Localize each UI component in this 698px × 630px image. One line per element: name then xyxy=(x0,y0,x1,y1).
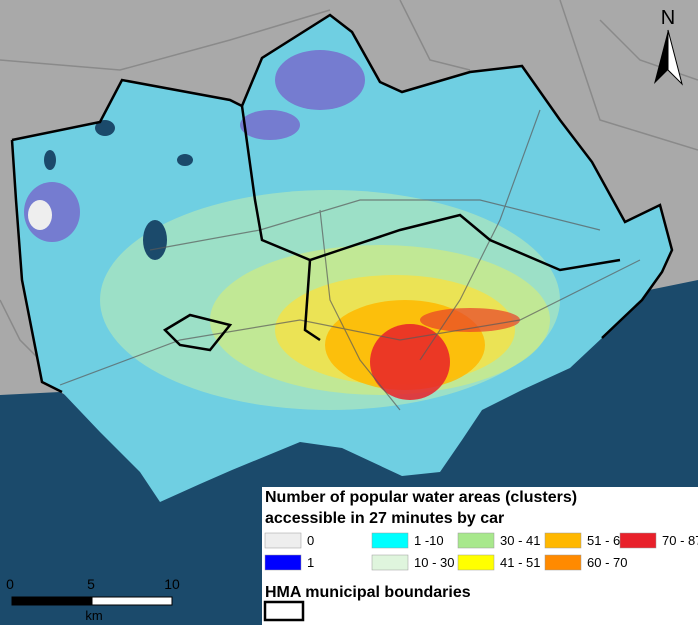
municipal-boundaries xyxy=(10,13,674,394)
legend-swatch xyxy=(457,554,495,571)
legend-swatch xyxy=(264,554,302,571)
zone xyxy=(370,324,450,400)
legend-label: 1 xyxy=(307,555,314,570)
legend-label: 1 -10 xyxy=(414,533,444,548)
zone xyxy=(420,308,520,332)
legend-label: 10 - 30 xyxy=(414,555,454,570)
legend-label: 51 - 60 xyxy=(587,533,627,548)
legend-swatch xyxy=(264,532,302,549)
legend-title: accessible in 27 minutes by car xyxy=(265,510,504,527)
scale-label: 5 xyxy=(87,576,95,592)
lakes xyxy=(44,120,193,260)
north-arrow: N xyxy=(654,7,683,86)
roads-outside xyxy=(0,0,698,381)
arrow-half xyxy=(667,29,683,86)
legend-label: 70 - 87 xyxy=(662,533,698,548)
zone xyxy=(28,200,52,230)
legend-swatch xyxy=(544,532,582,549)
scale-unit: km xyxy=(85,608,102,623)
north-label: N xyxy=(661,7,675,29)
legend-label: 60 - 70 xyxy=(587,555,627,570)
scale-segment xyxy=(91,596,173,606)
legend-label: 30 - 41 xyxy=(500,533,540,548)
boundary-label: HMA municipal boundaries xyxy=(265,584,471,601)
legend-swatch xyxy=(619,532,657,549)
legend: Number of popular water areas (clusters)… xyxy=(262,487,698,625)
zone xyxy=(240,110,300,140)
legend-swatch xyxy=(544,554,582,571)
legend-label: 41 - 51 xyxy=(500,555,540,570)
scale-bar: 0 5 10 km xyxy=(6,576,180,623)
legend-label: 0 xyxy=(307,533,314,548)
legend-swatch xyxy=(371,554,409,571)
zone xyxy=(275,50,365,110)
legend-swatch xyxy=(371,532,409,549)
scale-label: 10 xyxy=(164,576,180,592)
scale-label: 0 xyxy=(6,576,14,592)
legend-swatch xyxy=(457,532,495,549)
boundary-swatch xyxy=(263,600,305,622)
arrow-half xyxy=(654,30,668,84)
legend-title: Number of popular water areas (clusters) xyxy=(265,489,577,506)
scale-segment xyxy=(11,596,93,606)
